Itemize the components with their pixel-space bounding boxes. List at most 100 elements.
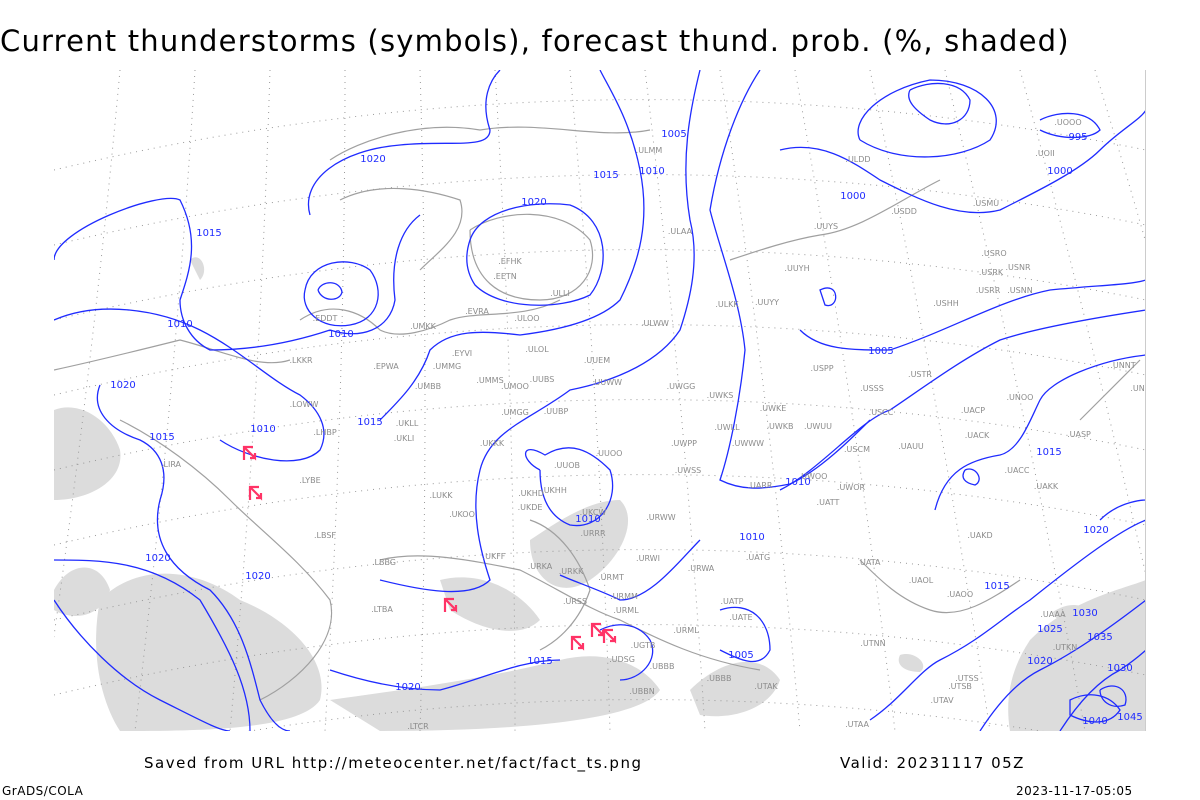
meridian <box>1019 70 1146 578</box>
station-label: .USDD <box>891 207 917 216</box>
station-label: .UUWW <box>592 378 622 387</box>
isobar-line <box>54 599 231 731</box>
isobar-line <box>307 70 501 216</box>
probability-area <box>898 653 924 672</box>
station-label: .UATE <box>729 613 752 622</box>
isobar-line <box>819 287 837 307</box>
station-label: .UAKD <box>967 531 992 540</box>
coastline <box>729 179 941 261</box>
coastline <box>54 339 291 371</box>
map-title: Current thunderstorms (symbols), forecas… <box>0 24 1070 58</box>
software-credit: GrADS/COLA <box>2 784 84 798</box>
station-label: .USCM <box>844 445 870 454</box>
isobar-line <box>54 197 331 351</box>
meridian <box>794 70 896 731</box>
probability-area <box>690 661 780 717</box>
station-label: .UBBN <box>629 687 654 696</box>
station-label: .USRR <box>976 286 1001 295</box>
isobar-label: 1010 <box>328 329 353 340</box>
station-label: .UATA <box>858 558 882 567</box>
station-label: .URML <box>613 606 639 615</box>
isobar-line <box>96 384 291 731</box>
station-label: .LYBE <box>299 476 320 485</box>
station-label: .UTSS <box>955 674 978 683</box>
isobar-label: 1010 <box>639 166 664 177</box>
station-label: .UASP <box>1067 430 1091 439</box>
station-label: .URSS <box>563 597 587 606</box>
station-label: .USPP <box>810 364 833 373</box>
station-label: .UWGG <box>667 382 696 391</box>
isobar-line <box>857 79 997 158</box>
station-label: .UBBB <box>707 674 732 683</box>
isobar-label: 1010 <box>167 319 192 330</box>
station-label: .ULOO <box>514 314 539 323</box>
isobar-label: 1005 <box>868 346 893 357</box>
station-label: .URMM <box>610 592 638 601</box>
isobar-line <box>869 519 1146 721</box>
isobar-line <box>317 282 343 300</box>
station-label: .USHH <box>933 299 959 308</box>
station-label: .ULLI <box>550 289 570 298</box>
isobar-line <box>329 214 421 335</box>
station-label: .UKLL <box>396 419 419 428</box>
station-label: .EFHK <box>498 257 522 266</box>
station-label: .USNR <box>1005 263 1030 272</box>
isobar-line <box>1099 685 1127 707</box>
isobar-line <box>303 261 379 327</box>
station-label: .UATG <box>746 553 770 562</box>
station-label: .UUEM <box>584 356 610 365</box>
isobar-label: 1015 <box>1036 447 1061 458</box>
isobar-line <box>559 539 701 601</box>
station-label: .UACC <box>1005 466 1030 475</box>
isobar-label: 1000 <box>1047 166 1072 177</box>
lat-lon-grid <box>54 70 1146 731</box>
station-label: .UWKE <box>760 404 787 413</box>
isobar-label: 1020 <box>1027 656 1052 667</box>
station-label: .UWUU <box>804 422 832 431</box>
map-border <box>1145 70 1146 731</box>
station-label: .USRK <box>979 268 1004 277</box>
station-label: .UMKK <box>410 322 437 331</box>
isobar-line <box>1069 694 1121 723</box>
isobar-label: 1015 <box>984 581 1009 592</box>
station-label: .UATP <box>721 597 744 606</box>
coastline <box>119 419 333 701</box>
station-label: .EVRA <box>465 307 489 316</box>
station-label: .UACP <box>961 406 985 415</box>
station-label: .USTR <box>908 370 932 379</box>
station-label: .USMU <box>973 199 999 208</box>
isobar-label: 1020 <box>145 553 170 564</box>
station-label: .UTAK <box>754 682 778 691</box>
probability-area <box>190 257 205 280</box>
station-label: .EYVI <box>452 349 472 358</box>
isobar-line <box>54 559 251 731</box>
station-label: .UKHH <box>541 486 567 495</box>
meridian <box>869 70 991 731</box>
source-url: Saved from URL http://meteocenter.net/fa… <box>144 754 643 772</box>
station-label: .URWI <box>636 554 660 563</box>
station-labels: .ULMM .ULAA .UUYS .UUYH .EFHK .EETN .ULLI .ULOO… <box>161 118 1146 731</box>
station-label: .UTKN <box>1053 643 1078 652</box>
station-label: .UUBS <box>530 375 555 384</box>
isobar-line <box>719 606 771 663</box>
probability-area <box>54 407 121 500</box>
thunderstorm-symbol-icon <box>443 597 458 613</box>
station-label: .UTSB <box>948 682 972 691</box>
station-label: .URWW <box>646 513 676 522</box>
station-label: .EETN <box>493 272 517 281</box>
thunderstorm-symbol-icon <box>590 622 605 638</box>
station-label: .UUOB <box>554 461 580 470</box>
coastline <box>859 559 1021 614</box>
station-label: .UMMG <box>433 362 461 371</box>
coastline <box>529 519 591 651</box>
meridian <box>229 70 271 731</box>
station-label: .UATT <box>817 498 840 507</box>
station-label: .UKKK <box>480 439 505 448</box>
parallel <box>54 249 1146 321</box>
isobar-line <box>466 203 604 306</box>
station-label: .UARR <box>748 481 773 490</box>
isobar-label: 1030 <box>1107 663 1132 674</box>
station-label: .UMMS <box>476 376 503 385</box>
isobar-line <box>329 659 561 691</box>
